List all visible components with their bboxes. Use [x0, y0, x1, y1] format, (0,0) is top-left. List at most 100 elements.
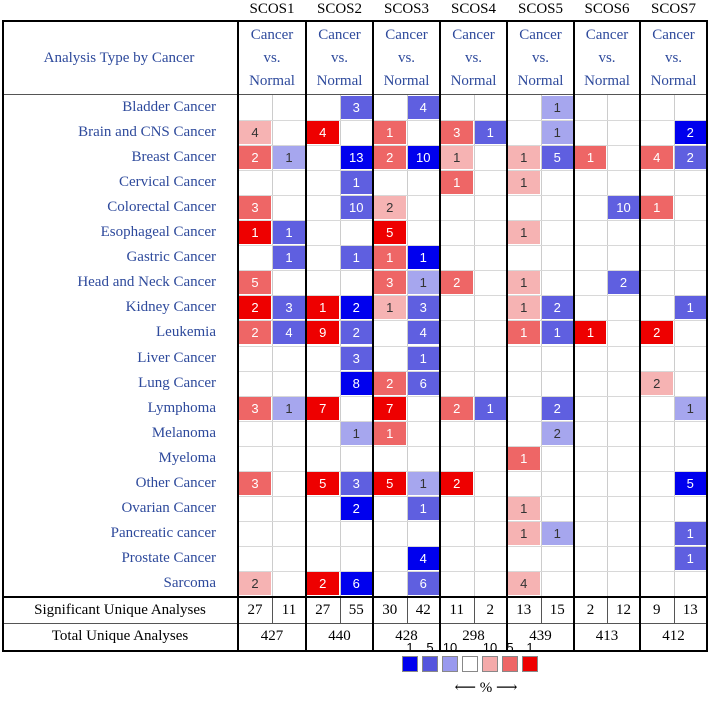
- heatmap-cell: 2: [239, 321, 271, 345]
- legend-axis-label: ⟵ % ⟶: [454, 680, 518, 696]
- heatmap-cell: 1: [374, 246, 406, 270]
- heatmap-cell: 2: [239, 146, 271, 170]
- heatmap-cell: 1: [508, 321, 540, 345]
- heatmap-cell: 2: [441, 471, 473, 495]
- table-top-border: [2, 20, 707, 22]
- row-divider: [238, 420, 707, 422]
- cancer-label: Myeloma: [158, 449, 217, 466]
- heatmap-cell: 1: [674, 546, 706, 570]
- cancer-label: Sarcoma: [163, 574, 216, 591]
- cancer-label: Liver Cancer: [137, 349, 216, 366]
- heatmap-cell: 2: [340, 496, 372, 520]
- total-value: 413: [595, 628, 619, 644]
- heatmap-cell: 2: [441, 396, 473, 420]
- heatmap-cell: 1: [407, 496, 439, 520]
- column-header-text: vs.: [397, 50, 416, 66]
- total-value: 440: [328, 628, 351, 644]
- heatmap-cell: 1: [407, 271, 439, 295]
- cancer-label: Colorectal Cancer: [107, 199, 216, 216]
- row-divider: [238, 470, 707, 472]
- heatmap-cell: 2: [374, 371, 406, 395]
- significant-value: 42: [415, 602, 431, 618]
- heatmap-cell: 1: [541, 96, 573, 120]
- heatmap-cell: 2: [239, 296, 271, 320]
- heatmap-cell: 1: [641, 196, 673, 220]
- column-header-text: vs.: [664, 50, 683, 66]
- column-header-text: Normal: [450, 73, 497, 89]
- cancer-label: Prostate Cancer: [121, 549, 216, 566]
- row-divider: [238, 170, 707, 172]
- column-header-text: Cancer: [452, 27, 495, 43]
- heatmap-cell: 3: [239, 196, 271, 220]
- column-header-text: Cancer: [250, 27, 294, 43]
- legend-swatch: [462, 656, 478, 672]
- heatmap-cell: 3: [340, 471, 372, 495]
- heatmap-cell: 1: [374, 421, 406, 445]
- heatmap-cell: 2: [340, 296, 372, 320]
- heatmap-cell: 1: [508, 221, 540, 245]
- legend-label: 5: [506, 640, 514, 655]
- heatmap-cell: 2: [374, 146, 406, 170]
- column-header-text: Cancer: [519, 27, 562, 43]
- heatmap-cell: 2: [441, 271, 473, 295]
- heatmap-cell: 13: [340, 146, 372, 170]
- heatmap-cell: 2: [541, 296, 573, 320]
- legend-label: 10: [442, 640, 458, 655]
- column-header-text: vs.: [263, 50, 281, 66]
- cancer-label: Bladder Cancer: [122, 99, 216, 115]
- significant-value: 11: [281, 602, 297, 618]
- column-header-text: Cancer: [385, 27, 428, 43]
- heatmap-cell: 4: [407, 96, 439, 120]
- legend-swatch: [522, 656, 538, 672]
- heatmap-cell: 2: [641, 321, 673, 345]
- cancer-label: Other Cancer: [135, 474, 216, 491]
- total-value: 427: [260, 628, 284, 644]
- gene-border: [439, 20, 441, 652]
- heatmap-cell: 4: [407, 321, 439, 345]
- heatmap-cell: 2: [307, 571, 339, 595]
- heatmap-cell: 4: [407, 546, 439, 570]
- heatmap-cell: 3: [273, 296, 305, 320]
- heatmap-cell: 1: [674, 396, 706, 420]
- row-divider: [238, 570, 707, 572]
- column-header-text: Cancer: [585, 27, 629, 43]
- heatmap-cell: 1: [508, 496, 540, 520]
- heatmap-cell: 1: [374, 296, 406, 320]
- legend-label: 10: [482, 640, 498, 655]
- legend-label: 1: [526, 640, 534, 655]
- summary-split: [540, 598, 542, 624]
- significant-value: 12: [616, 602, 631, 618]
- heatmap-cell: 1: [674, 521, 706, 545]
- heatmap-cell: 1: [541, 121, 573, 145]
- legend-label: 5: [426, 640, 434, 655]
- heatmap-cell: 9: [307, 321, 339, 345]
- significant-value: 2: [486, 602, 495, 618]
- cancer-label: Lung Cancer: [138, 374, 216, 391]
- heatmap-cell: 1: [541, 521, 573, 545]
- left-border: [2, 20, 4, 652]
- significant-value: 27: [315, 602, 331, 618]
- column-header-text: Normal: [650, 73, 697, 89]
- grid-bottom-border: [2, 596, 707, 598]
- gene-border: [506, 20, 508, 652]
- heatmap-cell: 1: [508, 271, 540, 295]
- significant-value: 11: [449, 602, 464, 618]
- heatmap-cell: 3: [239, 396, 271, 420]
- column-header-text: vs.: [464, 50, 483, 66]
- row-divider: [238, 395, 707, 397]
- gene-title: SCOS5: [517, 1, 564, 17]
- heatmap-cell: 1: [273, 396, 305, 420]
- gene-title: SCOS4: [450, 1, 497, 17]
- summary-split: [473, 598, 475, 624]
- cancer-label: Leukemia: [156, 324, 216, 341]
- gene-title: SCOS6: [584, 1, 630, 17]
- row-divider: [238, 195, 707, 197]
- total-value: 298: [462, 628, 485, 644]
- heatmap-cell: 2: [541, 396, 573, 420]
- total-value: 412: [662, 628, 685, 644]
- heatmap-cell: 1: [374, 121, 406, 145]
- significant-value: 13: [516, 602, 532, 618]
- heatmap-cell: 2: [340, 321, 372, 345]
- heatmap-cell: 1: [508, 521, 540, 545]
- gene-border: [372, 20, 374, 652]
